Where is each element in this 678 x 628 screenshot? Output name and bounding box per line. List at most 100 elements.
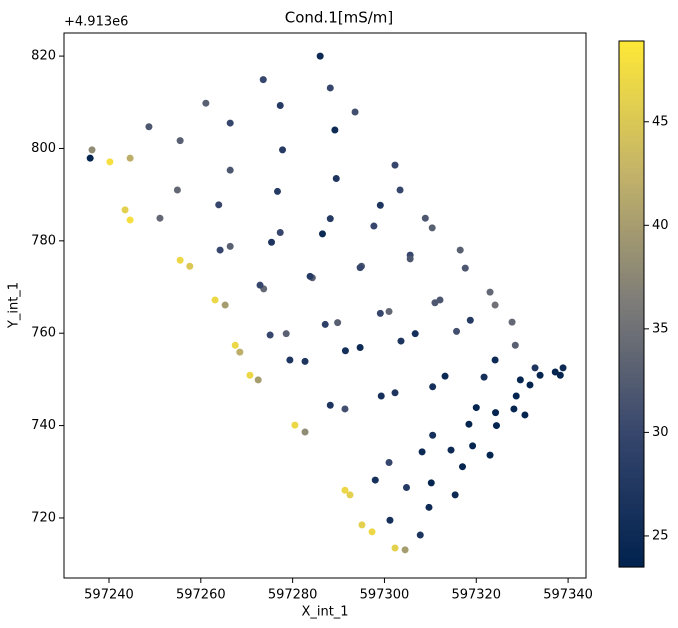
point <box>401 546 409 554</box>
point <box>286 356 294 364</box>
colorbar-swatch <box>619 530 644 537</box>
point <box>326 215 334 223</box>
point <box>451 491 459 499</box>
point <box>472 404 480 412</box>
colorbar-swatch <box>619 104 644 110</box>
colorbar-frame <box>618 40 645 568</box>
colorbar-swatch <box>619 304 644 310</box>
point <box>254 376 262 384</box>
colorbar-swatch <box>619 561 644 568</box>
point <box>306 272 314 280</box>
point <box>268 238 276 246</box>
point <box>491 301 499 309</box>
x-tick-label: 597340 <box>543 588 593 603</box>
colorbar-swatch <box>619 67 644 74</box>
colorbar-swatch <box>619 551 644 558</box>
point <box>211 296 219 304</box>
colorbar-swatch <box>619 188 644 195</box>
colorbar-swatch <box>619 51 644 58</box>
point <box>492 409 500 417</box>
colorbar-swatch <box>619 503 644 510</box>
colorbar-swatch <box>619 393 644 400</box>
colorbar-swatch <box>619 535 644 542</box>
point <box>236 348 244 356</box>
colorbar-swatch <box>619 198 644 205</box>
colorbar-swatch <box>619 377 644 384</box>
point <box>88 146 96 154</box>
colorbar-swatch <box>619 556 644 563</box>
colorbar-swatch <box>619 130 644 137</box>
colorbar-swatch <box>619 240 644 247</box>
point <box>521 411 529 419</box>
point <box>486 451 494 459</box>
colorbar-swatch <box>619 41 644 47</box>
colorbar-swatch <box>619 435 644 442</box>
point <box>447 446 455 454</box>
colorbar-swatch <box>619 524 644 531</box>
point <box>86 154 94 162</box>
point <box>156 214 164 222</box>
colorbar-swatch <box>619 225 644 231</box>
colorbar-swatch <box>619 46 644 53</box>
y-offset-label: +4.913e6 <box>64 15 128 30</box>
colorbar-swatch <box>619 403 644 410</box>
colorbar-swatch <box>619 204 644 210</box>
point <box>512 392 520 400</box>
point <box>465 420 473 428</box>
point <box>516 376 524 384</box>
point <box>453 327 461 335</box>
colorbar-swatch <box>619 98 644 105</box>
point <box>341 347 349 355</box>
point <box>173 186 181 194</box>
point <box>551 368 559 376</box>
colorbar-swatch <box>619 325 644 331</box>
colorbar-swatch <box>619 146 644 153</box>
point <box>480 373 488 381</box>
colorbar-swatch <box>619 209 644 216</box>
colorbar-swatch <box>619 519 644 526</box>
colorbar-swatch <box>619 372 644 379</box>
colorbar-swatch <box>619 256 644 263</box>
point <box>282 330 290 338</box>
point <box>411 330 419 338</box>
colorbar-swatch <box>619 72 644 79</box>
x-tick-label: 597280 <box>268 588 318 603</box>
point <box>429 431 437 439</box>
point <box>326 401 334 409</box>
colorbar-swatch <box>619 451 644 458</box>
point <box>356 344 364 352</box>
x-tick-label: 597320 <box>451 588 501 603</box>
point <box>216 246 224 254</box>
point <box>226 242 234 250</box>
point <box>341 405 349 413</box>
colorbar-swatch <box>619 235 644 242</box>
point <box>376 201 384 209</box>
colorbar-swatch <box>619 167 644 174</box>
point <box>391 161 399 169</box>
point <box>391 544 399 552</box>
colorbar-swatch <box>619 288 644 295</box>
colorbar-swatch <box>619 430 644 437</box>
point <box>276 229 284 237</box>
point <box>259 76 267 84</box>
colorbar-swatch <box>619 361 644 368</box>
colorbar-swatch <box>619 277 644 284</box>
colorbar-swatch <box>619 309 644 316</box>
colorbar <box>619 41 644 568</box>
x-axis-label: X_int_1 <box>301 605 348 620</box>
colorbar-swatch <box>619 114 644 121</box>
point <box>536 371 544 379</box>
point <box>221 301 229 309</box>
point <box>341 486 349 494</box>
y-tick-label: 780 <box>31 233 56 248</box>
point <box>397 337 405 345</box>
colorbar-swatch <box>619 335 644 342</box>
point <box>226 166 234 174</box>
x-tick-label: 597240 <box>84 588 134 603</box>
point <box>559 364 567 372</box>
point <box>508 318 516 326</box>
colorbar-swatch <box>619 498 644 505</box>
point <box>511 341 519 349</box>
point <box>406 255 414 263</box>
point <box>121 206 129 214</box>
